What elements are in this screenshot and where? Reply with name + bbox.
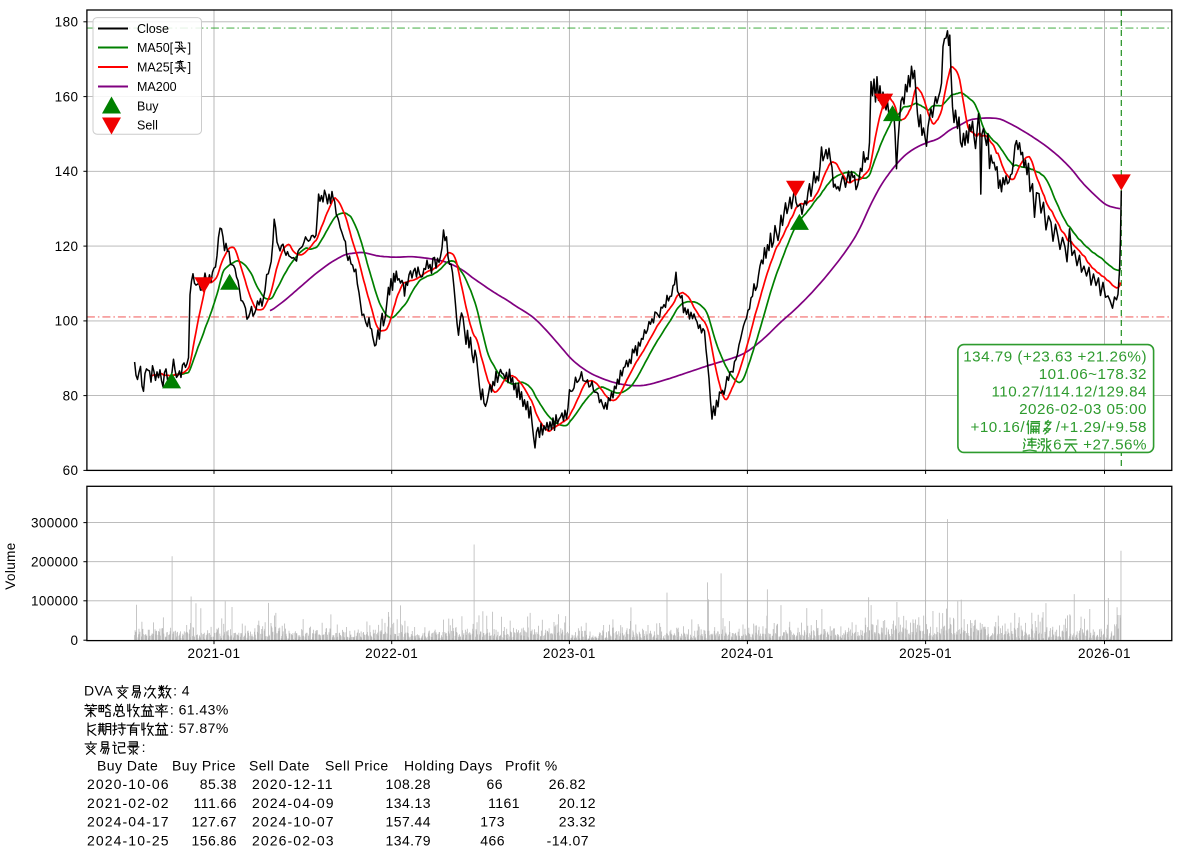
svg-text:2024-10-07: 2024-10-07 <box>252 814 335 830</box>
svg-text:60: 60 <box>63 463 79 478</box>
svg-text:100000: 100000 <box>31 594 78 609</box>
svg-text:111.66: 111.66 <box>194 795 237 811</box>
svg-text:DVA: DVA <box>84 683 113 699</box>
svg-text:Holding Days: Holding Days <box>404 758 493 774</box>
svg-text:2024-04-09: 2024-04-09 <box>252 795 335 811</box>
svg-text:127.67: 127.67 <box>191 814 237 830</box>
svg-text:80: 80 <box>63 388 79 403</box>
svg-text:Sell Price: Sell Price <box>325 758 389 774</box>
svg-text:85.38: 85.38 <box>200 776 237 792</box>
svg-text:: 57.87%: : 57.87% <box>170 720 229 736</box>
svg-text:+27.56%: +27.56% <box>1083 436 1147 453</box>
svg-text:108.28: 108.28 <box>385 776 431 792</box>
svg-text:140: 140 <box>55 164 79 179</box>
svg-text:134.79: 134.79 <box>385 832 431 848</box>
svg-text:2025-01: 2025-01 <box>899 646 952 661</box>
svg-text:: 61.43%: : 61.43% <box>170 701 229 717</box>
svg-text:2020-12-11: 2020-12-11 <box>252 776 334 792</box>
svg-text:]: ] <box>188 60 191 74</box>
svg-text:120: 120 <box>55 239 79 254</box>
svg-text:]: ] <box>188 41 191 55</box>
svg-text:134.79 (+23.63 +21.26%): 134.79 (+23.63 +21.26%) <box>963 348 1147 365</box>
svg-text:Sell Date: Sell Date <box>249 758 310 774</box>
svg-text:2026-02-03: 2026-02-03 <box>252 832 335 848</box>
svg-text:6: 6 <box>1053 436 1061 453</box>
svg-text:101.06~178.32: 101.06~178.32 <box>1039 366 1147 383</box>
svg-text:466: 466 <box>480 832 505 848</box>
svg-text:2026-02-03 05:00: 2026-02-03 05:00 <box>1019 401 1147 418</box>
svg-text:MA200: MA200 <box>137 80 177 94</box>
svg-text:+10.16/: +10.16/ <box>970 419 1025 436</box>
svg-text:Close: Close <box>137 22 169 36</box>
svg-text:0: 0 <box>70 633 78 648</box>
svg-text:2021-02-02: 2021-02-02 <box>87 795 170 811</box>
svg-text:180: 180 <box>55 15 79 30</box>
svg-text:2020-10-06: 2020-10-06 <box>87 776 170 792</box>
svg-text:/+1.29/+9.58: /+1.29/+9.58 <box>1056 419 1147 436</box>
svg-text:300000: 300000 <box>31 515 78 530</box>
svg-text:2024-01: 2024-01 <box>721 646 774 661</box>
svg-text:66: 66 <box>487 776 503 792</box>
svg-text:2024-10-25: 2024-10-25 <box>87 832 170 848</box>
svg-text:157.44: 157.44 <box>385 814 431 830</box>
svg-text:Profit %: Profit % <box>505 758 558 774</box>
svg-text:2021-01: 2021-01 <box>187 646 240 661</box>
svg-text:1161: 1161 <box>488 795 520 811</box>
svg-text:110.27/114.12/129.84: 110.27/114.12/129.84 <box>991 384 1147 401</box>
svg-text:-14.07: -14.07 <box>547 832 589 848</box>
svg-text:160: 160 <box>55 89 79 104</box>
svg-text:2023-01: 2023-01 <box>543 646 596 661</box>
svg-text:156.86: 156.86 <box>191 832 237 848</box>
svg-text:20.12: 20.12 <box>559 795 596 811</box>
svg-text:Volume: Volume <box>3 542 18 589</box>
svg-text:173: 173 <box>480 814 505 830</box>
svg-text:Buy Date: Buy Date <box>97 758 158 774</box>
svg-text:: 4: : 4 <box>173 683 190 699</box>
svg-text:MA50[: MA50[ <box>137 41 174 55</box>
svg-text:2022-01: 2022-01 <box>365 646 418 661</box>
svg-text:23.32: 23.32 <box>559 814 596 830</box>
svg-text:134.13: 134.13 <box>385 795 431 811</box>
svg-text:Buy: Buy <box>137 99 159 113</box>
svg-text:200000: 200000 <box>31 554 78 569</box>
svg-text:100: 100 <box>55 314 79 329</box>
svg-text:26.82: 26.82 <box>549 776 586 792</box>
svg-text:Buy Price: Buy Price <box>172 758 236 774</box>
svg-text:2026-01: 2026-01 <box>1078 646 1131 661</box>
svg-text:2024-04-17: 2024-04-17 <box>87 814 170 830</box>
svg-text:MA25[: MA25[ <box>137 60 174 74</box>
svg-text::: : <box>142 739 146 755</box>
svg-text:Sell: Sell <box>137 118 158 132</box>
